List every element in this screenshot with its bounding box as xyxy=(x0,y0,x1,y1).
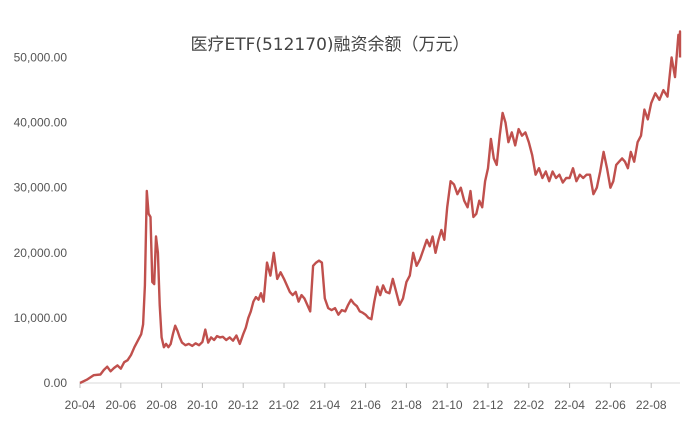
x-tick-label: 20-06 xyxy=(105,398,136,412)
x-tick-label: 21-08 xyxy=(391,398,422,412)
x-tick-label: 20-08 xyxy=(146,398,177,412)
x-tick-label: 22-02 xyxy=(513,398,544,412)
x-tick-label: 21-02 xyxy=(269,398,300,412)
x-axis: 20-04 20-06 20-08 20-10 20-12 21-02 21-04 21-06… xyxy=(65,382,680,412)
x-tick-label: 21-04 xyxy=(309,398,340,412)
x-tick-label: 22-06 xyxy=(595,398,626,412)
x-tick-label: 22-08 xyxy=(636,398,667,412)
y-axis: 0.00 10,000.00 20,000.00 30,000.00 40,000.00… xyxy=(14,51,68,390)
x-tick-label: 21-10 xyxy=(432,398,463,412)
x-tick-label: 20-04 xyxy=(65,398,96,412)
series-line xyxy=(79,30,682,385)
x-tick-label: 20-10 xyxy=(187,398,218,412)
y-tick-label: 40,000.00 xyxy=(14,116,68,130)
y-tick-label: 10,000.00 xyxy=(14,311,68,325)
y-tick-label: 0.00 xyxy=(44,376,68,390)
x-tick-label: 21-06 xyxy=(350,398,381,412)
x-tick-label: 22-04 xyxy=(554,398,585,412)
chart-title: 医疗ETF(512170)融资余额（万元） xyxy=(190,35,469,55)
x-tick-label: 21-12 xyxy=(473,398,504,412)
y-tick-label: 30,000.00 xyxy=(14,181,68,195)
series-layer xyxy=(79,30,682,385)
y-tick-label: 50,000.00 xyxy=(14,51,68,65)
x-tick-label: 20-12 xyxy=(228,398,259,412)
y-tick-label: 20,000.00 xyxy=(14,246,68,260)
